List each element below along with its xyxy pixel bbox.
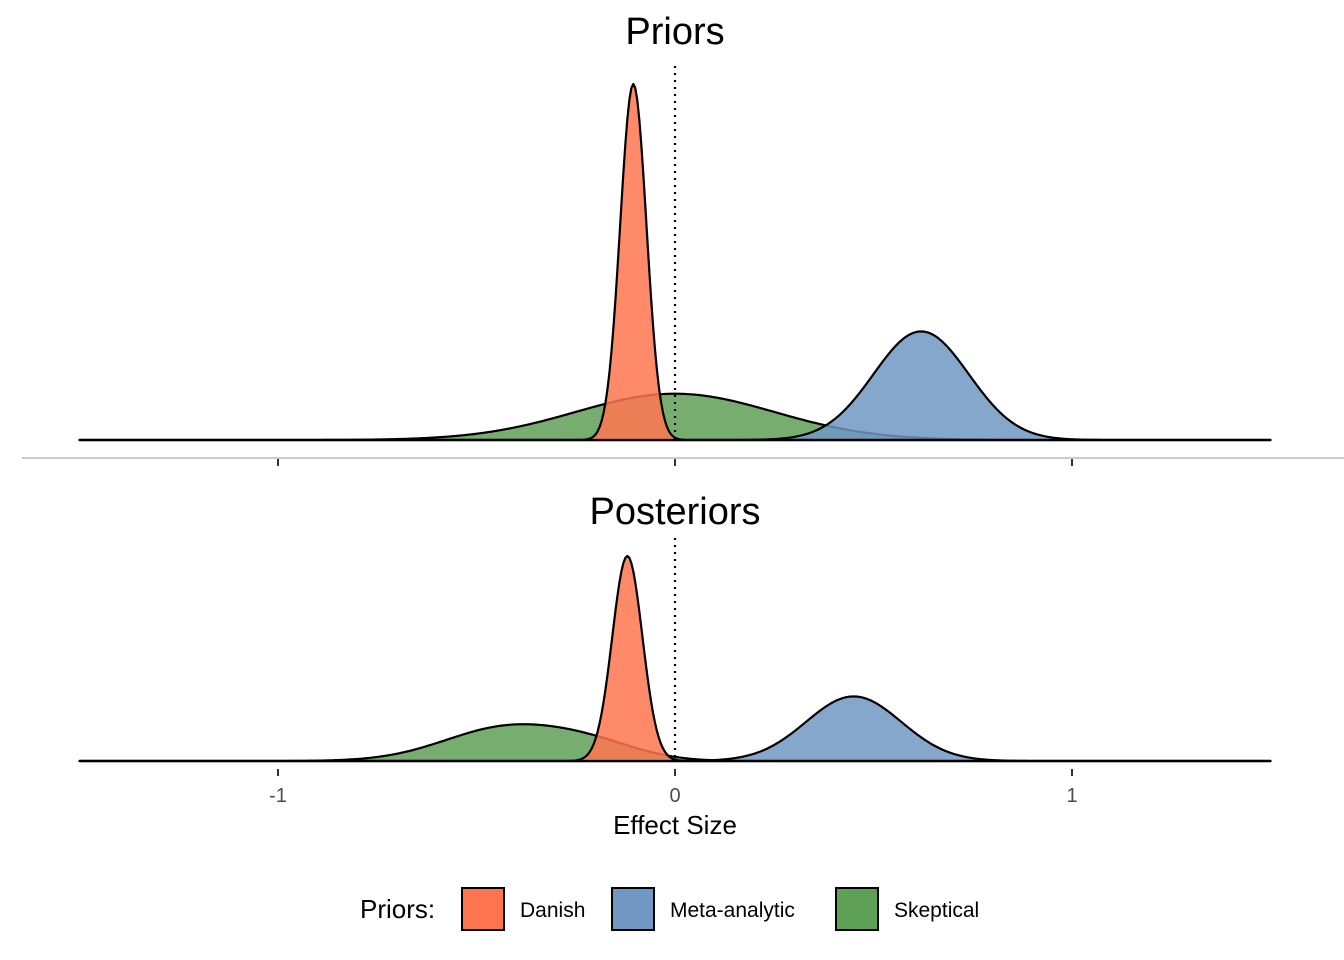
legend-swatch-danish <box>461 887 505 931</box>
priors-panel <box>78 66 1272 442</box>
legend-label-meta-analytic: Meta-analytic <box>670 899 795 922</box>
density-danish-posteriors <box>78 554 1272 763</box>
x-tick-label: -1 <box>269 785 287 807</box>
x-tick-label: 1 <box>1066 785 1077 807</box>
x-tick-label: 0 <box>669 785 680 807</box>
panel-title-priors: Priors <box>625 11 724 53</box>
legend-label-skeptical: Skeptical <box>894 899 979 922</box>
x-axis-title: Effect Size <box>613 810 737 840</box>
legend-title: Priors: <box>360 894 435 924</box>
legend-swatch-meta-analytic <box>611 887 655 931</box>
legend-label-danish: Danish <box>520 899 585 922</box>
legend: Priors: Danish Meta-analytic Skeptical <box>360 887 979 931</box>
legend-swatch-skeptical <box>835 887 879 931</box>
posteriors-panel <box>78 538 1272 763</box>
panel-title-posteriors: Posteriors <box>589 491 760 533</box>
x-axis: -1 0 1 <box>269 459 1078 807</box>
